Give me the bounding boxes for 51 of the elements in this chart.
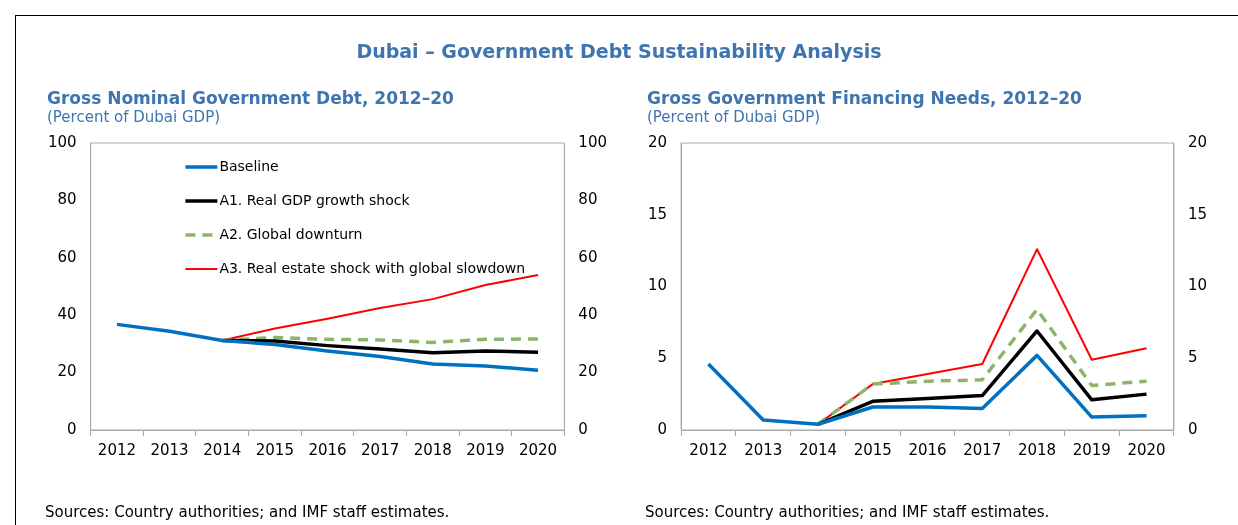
source-note: Sources: Country authorities; and IMF staff estimates. (645, 503, 1050, 521)
x-tick-label: 2012 (689, 440, 728, 459)
y-tick-label: 20 (647, 132, 668, 151)
y2-tick-label: 40 (578, 305, 598, 324)
text: Dubai – Government Debt Sustainability Analysis (355, 40, 883, 62)
legend-label: A1. Real GDP growth shock (219, 191, 411, 208)
x-tick-label: 2020 (518, 440, 558, 459)
y-tick-label: 80 (57, 190, 77, 209)
y-tick-label: 40 (57, 305, 77, 324)
y2-tick-label: 20 (578, 362, 598, 381)
y2-tick-label: 80 (578, 190, 598, 209)
legend-label: A3. Real estate shock with global slowdown (219, 259, 526, 276)
x-tick-label: 2015 (853, 440, 892, 459)
chart-title: Gross Nominal Government Debt, 2012–20 (47, 88, 455, 108)
x-tick-label: 2014 (203, 440, 242, 459)
y2-tick-label: 60 (578, 247, 598, 266)
legend-label: Baseline (219, 157, 279, 174)
x-tick-label: 2013 (150, 440, 189, 459)
y2-tick-label: 100 (578, 132, 608, 151)
y-tick-label: 5 (657, 348, 668, 367)
x-tick-label: 2015 (255, 440, 294, 459)
x-tick-label: 2016 (908, 440, 947, 459)
x-tick-label: 2016 (308, 440, 347, 459)
x-tick-label: 2019 (1072, 440, 1111, 459)
source-note: Sources: Country authorities; and IMF staff estimates. (45, 503, 450, 521)
x-tick-label: 2018 (1017, 440, 1057, 459)
x-tick-label: 2019 (466, 440, 505, 459)
y-tick-label: 15 (647, 204, 668, 223)
y2-tick-label: 15 (1187, 204, 1208, 223)
y2-tick-label: 20 (1187, 132, 1208, 151)
y-tick-label: 20 (57, 362, 77, 381)
y2-tick-label: 0 (578, 419, 588, 438)
x-tick-label: 2017 (963, 440, 1002, 459)
x-tick-label: 2020 (1127, 440, 1166, 459)
chart-subtitle: (Percent of Dubai GDP) (47, 108, 222, 126)
y-tick-label: 10 (647, 276, 668, 295)
x-tick-label: 2017 (361, 440, 400, 459)
chart-title: Gross Government Financing Needs, 2012–20 (647, 88, 1083, 108)
x-tick-label: 2014 (798, 440, 838, 459)
x-tick-label: 2012 (97, 440, 137, 459)
y2-tick-label: 10 (1187, 276, 1208, 295)
legend-label: A2. Global downturn (219, 225, 363, 242)
y-tick-label: 60 (57, 247, 77, 266)
y-tick-label: 0 (67, 419, 77, 438)
y-tick-label: 100 (47, 132, 77, 151)
y2-tick-label: 0 (1187, 419, 1198, 438)
x-tick-label: 2013 (744, 440, 783, 459)
chart-subtitle: (Percent of Dubai GDP) (647, 108, 822, 126)
y-tick-label: 0 (657, 419, 668, 438)
x-tick-label: 2018 (413, 440, 452, 459)
y2-tick-label: 5 (1187, 348, 1198, 367)
